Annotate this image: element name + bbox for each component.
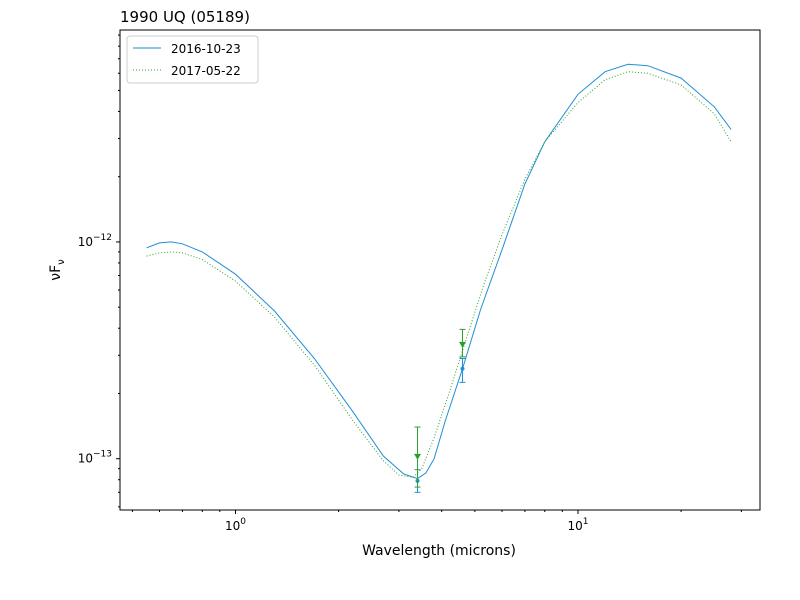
marker-layer [414,328,466,493]
y-axis-label: νFν [48,259,67,281]
legend: 2016-10-23 2017-05-22 [126,35,259,84]
series-line-2017-05-22 [146,71,732,478]
series-line-2016-10-23 [146,63,732,480]
x-tick-label: 100 [225,517,246,533]
y-tick-label: 10−12 [78,233,112,249]
data-point-1 [460,366,465,371]
plot-frame [119,29,761,511]
y-axis-label-subscript: ν [56,259,67,265]
legend-label-2016-10-23: 2016-10-23 [171,42,241,56]
tick-layer: 100 101 10−13 10−12 [78,34,742,533]
y-axis-label-main: νF [48,265,64,281]
legend-label-2017-05-22: 2017-05-22 [171,64,241,78]
y-tick-label: 10−13 [78,450,112,466]
data-point-3 [458,341,466,348]
plot-area: 100 101 10−13 10−12 [78,29,761,533]
x-tick-label: 101 [567,517,588,533]
x-axis-label: Wavelength (microns) [362,543,516,559]
data-point-2 [414,453,422,460]
chart-title: 1990 UQ (05189) [120,8,250,26]
series-layer [146,63,732,480]
